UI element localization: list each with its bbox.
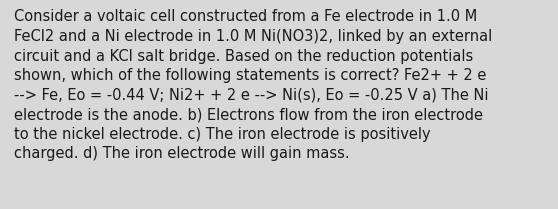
Text: Consider a voltaic cell constructed from a Fe electrode in 1.0 M
FeCl2 and a Ni : Consider a voltaic cell constructed from… — [14, 9, 492, 161]
